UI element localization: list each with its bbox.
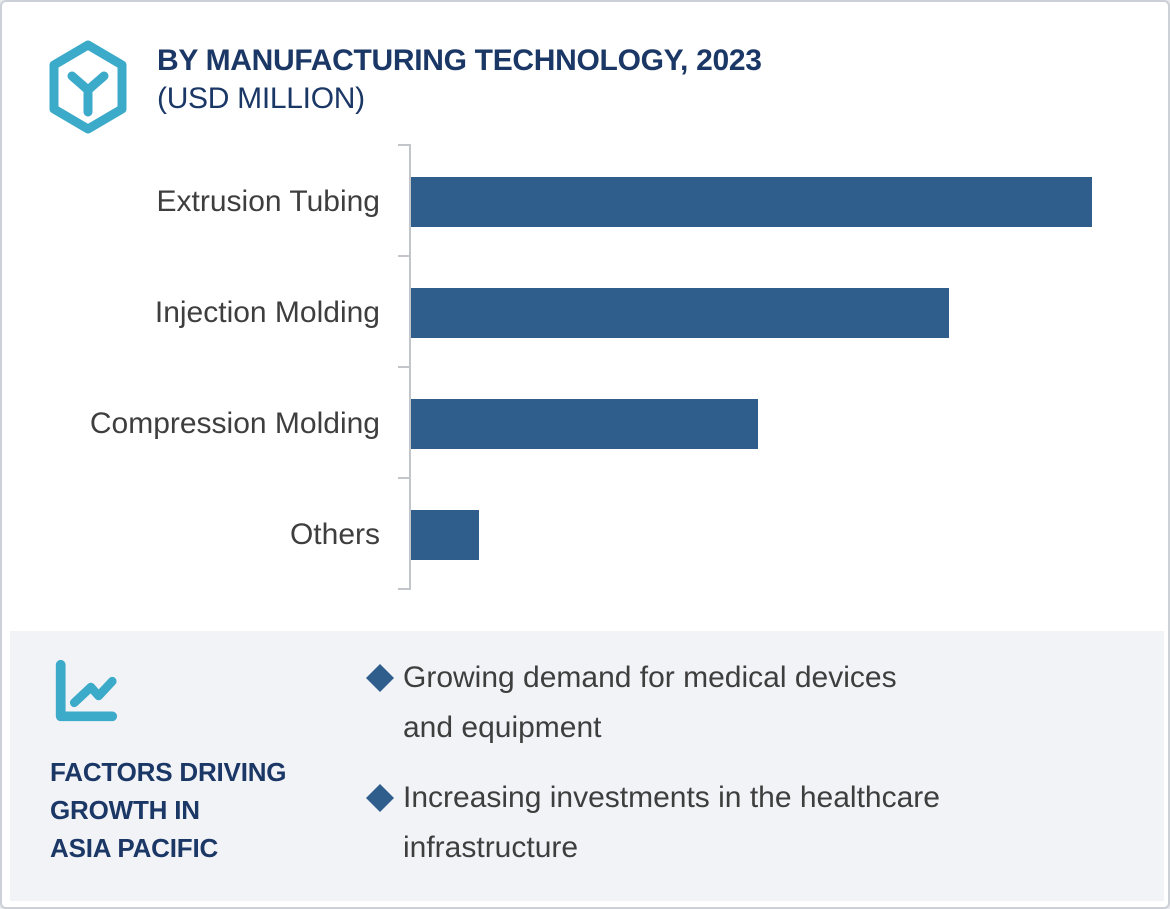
factors-heading-line: FACTORS DRIVING <box>50 757 287 787</box>
factors-heading-line: GROWTH IN <box>50 795 200 825</box>
bar-zone <box>411 257 1126 368</box>
factor-bullet: Increasing investments in the healthcare… <box>366 773 1086 873</box>
factor-bullet-text: Increasing investments in the healthcare… <box>403 781 940 864</box>
y-axis-tick <box>398 144 409 146</box>
chart-title: BY MANUFACTURING TECHNOLOGY, 2023 <box>157 44 762 77</box>
y-axis-tick <box>398 255 409 257</box>
y-axis-tick <box>398 588 409 590</box>
chart-row: Compression Molding <box>2 368 1126 479</box>
y-axis-line <box>409 144 411 590</box>
bar-injection-molding <box>411 287 949 338</box>
category-label: Compression Molding <box>89 406 380 440</box>
bar-others <box>411 509 480 560</box>
factors-bullet-list: Growing demand for medical devices and eq… <box>366 653 1086 893</box>
bar-zone <box>411 479 1126 590</box>
hexagon-cube-logo-icon <box>47 39 129 135</box>
bar-zone <box>411 146 1126 257</box>
bar-rows: Extrusion Tubing Injection Molding Compres… <box>2 146 1126 590</box>
y-axis-tick <box>398 366 409 368</box>
chart-row: Injection Molding <box>2 257 1126 368</box>
bar-zone <box>411 368 1126 479</box>
bar-extrusion-tubing <box>411 176 1092 227</box>
category-label: Injection Molding <box>154 295 380 329</box>
category-label: Extrusion Tubing <box>156 184 380 218</box>
y-axis-tick <box>398 477 409 479</box>
category-label: Others <box>289 517 380 551</box>
factors-heading: FACTORS DRIVING GROWTH IN ASIA PACIFIC <box>50 753 287 867</box>
factor-bullet: Growing demand for medical devices and eq… <box>366 653 1086 753</box>
diamond-bullet-icon <box>366 784 394 812</box>
bar-compression-molding <box>411 398 759 449</box>
chart-subtitle: (USD MILLION) <box>157 82 365 115</box>
chart-header: BY MANUFACTURING TECHNOLOGY, 2023 (USD M… <box>157 42 762 117</box>
trending-line-chart-icon <box>50 657 120 727</box>
chart-row: Others <box>2 479 1126 590</box>
bar-chart: Extrusion Tubing Injection Molding Compres… <box>2 146 1126 590</box>
factor-bullet-text: Growing demand for medical devices and eq… <box>403 661 897 744</box>
chart-row: Extrusion Tubing <box>2 146 1126 257</box>
diamond-bullet-icon <box>366 664 394 692</box>
factors-panel: FACTORS DRIVING GROWTH IN ASIA PACIFIC Gro… <box>10 631 1164 901</box>
factors-heading-line: ASIA PACIFIC <box>50 833 219 863</box>
